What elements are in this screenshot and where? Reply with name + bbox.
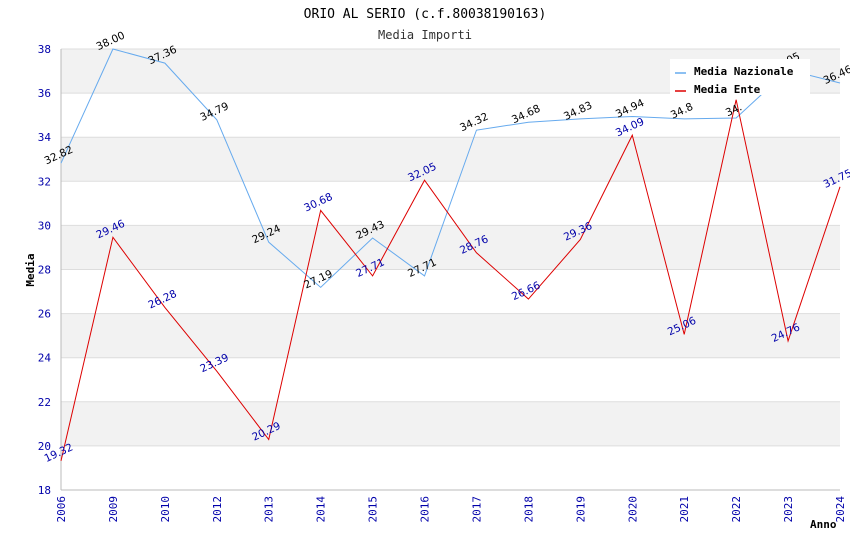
y-tick-label: 28 — [38, 264, 51, 277]
y-tick-label: 30 — [38, 219, 51, 232]
x-tick-label: 2016 — [419, 496, 432, 523]
band-32-34 — [61, 137, 840, 182]
x-tick-label: 2020 — [626, 496, 639, 523]
y-tick-label: 38 — [38, 43, 51, 56]
x-tick-label: 2022 — [730, 496, 743, 523]
y-tick-label: 20 — [38, 440, 51, 453]
x-tick-label: 2017 — [470, 496, 483, 523]
y-tick-label: 22 — [38, 396, 51, 409]
y-tick-label: 36 — [38, 87, 51, 100]
band-20-22 — [61, 401, 840, 446]
band-18-20 — [61, 445, 840, 490]
band-28-30 — [61, 225, 840, 270]
x-tick-label: 2006 — [55, 496, 68, 523]
x-tick-label: 2024 — [834, 496, 847, 523]
legend: Media Nazionale Media Ente — [670, 59, 810, 96]
legend-label-nazionale: Media Nazionale — [694, 65, 794, 78]
chart-subtitle: Media Importi — [378, 28, 472, 42]
x-tick-label: 2014 — [315, 496, 328, 523]
band-24-26 — [61, 313, 840, 358]
x-tick-label: 2013 — [263, 496, 276, 523]
legend-label-ente: Media Ente — [694, 83, 761, 96]
background-bands — [61, 49, 840, 490]
series-line-ente — [60, 99, 841, 462]
x-axis-label: Anno — [810, 518, 837, 531]
y-tick-label: 24 — [38, 352, 52, 365]
x-tick-label: 2019 — [574, 496, 587, 523]
x-tick-label: 2010 — [159, 496, 172, 523]
band-34-36 — [61, 93, 840, 138]
axes — [60, 49, 840, 491]
series-lines — [60, 48, 841, 462]
y-tick-labels: 18 20 22 24 26 28 30 32 34 36 38 — [38, 43, 52, 497]
legend-box — [670, 59, 810, 95]
chart-title: ORIO AL SERIO (c.f.80038190163) — [304, 7, 547, 22]
x-tick-label: 2023 — [782, 496, 795, 523]
series-line-nazionale — [60, 48, 841, 289]
x-tick-label: 2021 — [678, 496, 691, 523]
band-26-28 — [61, 269, 840, 314]
x-tick-label: 2018 — [522, 496, 535, 523]
y-tick-label: 26 — [38, 308, 51, 321]
x-tick-label: 2012 — [211, 496, 224, 523]
y-axis-label: Media — [24, 253, 37, 286]
x-tick-labels: 2006 2009 2010 2012 2013 2014 2015 2016 2017 2018… — [55, 496, 847, 523]
band-22-24 — [61, 357, 840, 402]
y-tick-label: 34 — [38, 131, 52, 144]
y-tick-label: 32 — [38, 175, 51, 188]
x-tick-label: 2015 — [367, 496, 380, 523]
x-tick-label: 2009 — [107, 496, 120, 523]
y-tick-label: 18 — [38, 484, 51, 497]
